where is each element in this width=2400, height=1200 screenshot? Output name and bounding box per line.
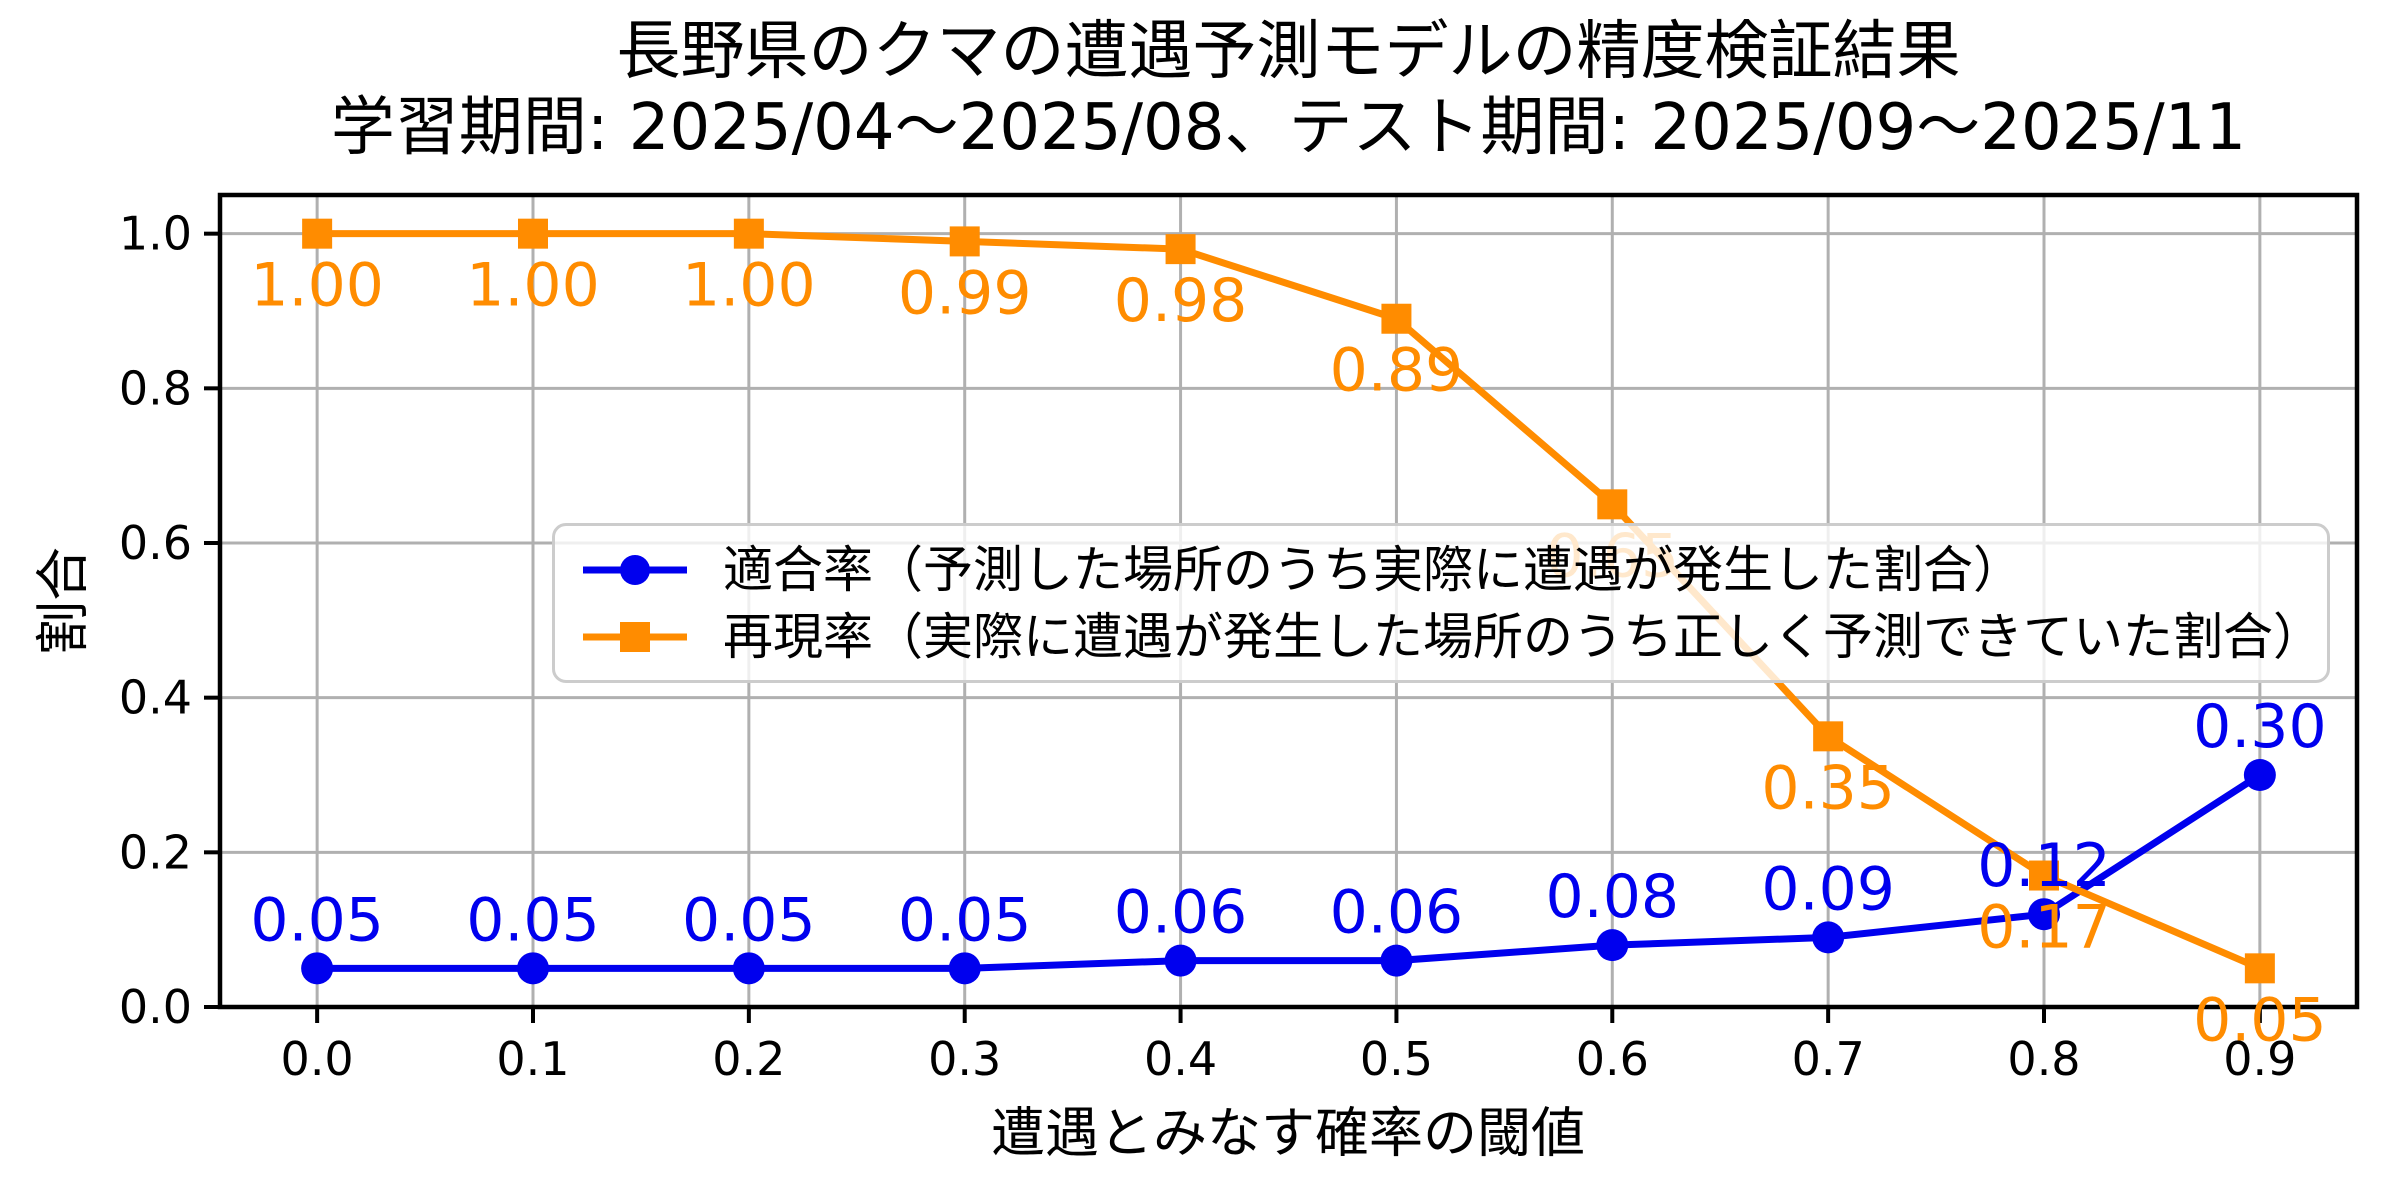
data-point-square [949, 226, 980, 257]
data-point-circle [1596, 929, 1629, 962]
data-label: 0.06 [1114, 878, 1248, 948]
y-tick-label: 0.8 [119, 361, 192, 415]
legend-label-precision: 適合率（予測した場所のうち実際に遭遇が発生した割合） [723, 540, 2023, 599]
series-line-0 [313, 771, 2264, 972]
x-tick-label: 0.6 [1576, 1032, 1649, 1086]
data-label: 0.08 [1545, 862, 1679, 932]
legend-label-recall: 再現率（実際に遭遇が発生した場所のうち正しく予測できていた割合） [723, 607, 2323, 666]
data-label: 0.35 [1761, 753, 1895, 823]
data-label: 0.98 [1114, 266, 1248, 336]
data-point-circle [1812, 921, 1845, 954]
data-point-square [733, 218, 764, 249]
data-label: 0.05 [250, 885, 384, 955]
data-label: 0.99 [898, 258, 1032, 328]
x-tick-label: 0.0 [281, 1032, 354, 1086]
data-point-circle [516, 952, 549, 985]
data-point-circle [948, 952, 981, 985]
data-point-circle [2028, 898, 2061, 931]
series-line-1 [313, 230, 2264, 972]
y-tick-label: 0.0 [119, 980, 192, 1034]
x-tick-label: 0.9 [2223, 1032, 2296, 1086]
data-point-square [1381, 303, 1412, 334]
data-point-square [1597, 489, 1628, 520]
x-tick-label: 0.8 [2007, 1032, 2080, 1086]
data-point-square [2244, 953, 2275, 984]
data-label: 0.12 [1977, 831, 2111, 901]
legend-sample-recall [583, 619, 687, 655]
data-label: 0.05 [2193, 985, 2327, 1055]
data-point-circle [1164, 944, 1197, 977]
data-point-circle [1380, 944, 1413, 977]
square-marker-icon [620, 621, 650, 652]
data-label: 1.00 [250, 251, 384, 321]
data-label: 0.05 [898, 885, 1032, 955]
x-tick-label: 0.7 [1792, 1032, 1865, 1086]
chart-title: 長野県のクマの遭遇予測モデルの精度検証結果 学習期間: 2025/04〜2025… [220, 14, 2357, 166]
data-label: 0.89 [1330, 336, 1464, 406]
data-label: 0.05 [466, 885, 600, 955]
y-axis-label: 割合 [31, 547, 95, 655]
data-label: 0.05 [682, 885, 816, 955]
data-point-square [1165, 234, 1196, 265]
x-tick-label: 0.3 [928, 1032, 1001, 1086]
y-tick-label: 1.0 [119, 207, 192, 261]
y-tick-label: 0.6 [119, 516, 192, 570]
data-label: 1.00 [682, 251, 816, 321]
y-tick-label: 0.4 [119, 671, 192, 725]
chart-title-line1: 長野県のクマの遭遇予測モデルの精度検証結果 [616, 15, 1961, 89]
data-label: 0.06 [1330, 878, 1464, 948]
data-point-square [1813, 721, 1844, 752]
legend-item-precision: 適合率（予測した場所のうち実際に遭遇が発生した割合） [583, 545, 2299, 595]
legend: 適合率（予測した場所のうち実際に遭遇が発生した割合） 再現率（実際に遭遇が発生し… [552, 523, 2330, 683]
data-point-square [517, 218, 548, 249]
data-point-square [2029, 860, 2060, 891]
legend-item-recall: 再現率（実際に遭遇が発生した場所のうち正しく予測できていた割合） [583, 612, 2323, 662]
data-label: 0.09 [1761, 854, 1895, 924]
data-label: 1.00 [466, 251, 600, 321]
circle-marker-icon [620, 554, 650, 585]
data-point-circle [301, 952, 334, 985]
x-tick-label: 0.1 [496, 1032, 569, 1086]
plot-border [217, 192, 2360, 1010]
legend-sample-precision [583, 552, 687, 588]
chart-title-line2: 学習期間: 2025/04〜2025/08、テスト期間: 2025/09〜202… [330, 91, 2247, 165]
y-tick-label: 0.2 [119, 825, 192, 879]
x-tick-label: 0.2 [712, 1032, 785, 1086]
x-tick-label: 0.4 [1144, 1032, 1217, 1086]
data-point-circle [2243, 759, 2276, 791]
data-label: 0.30 [2193, 692, 2327, 762]
data-point-square [302, 218, 333, 249]
x-tick-label: 0.5 [1360, 1032, 1433, 1086]
data-label: 0.17 [1977, 893, 2111, 963]
data-point-circle [732, 952, 765, 985]
x-axis-label: 遭遇とみなす確率の閾値 [991, 1101, 1585, 1165]
